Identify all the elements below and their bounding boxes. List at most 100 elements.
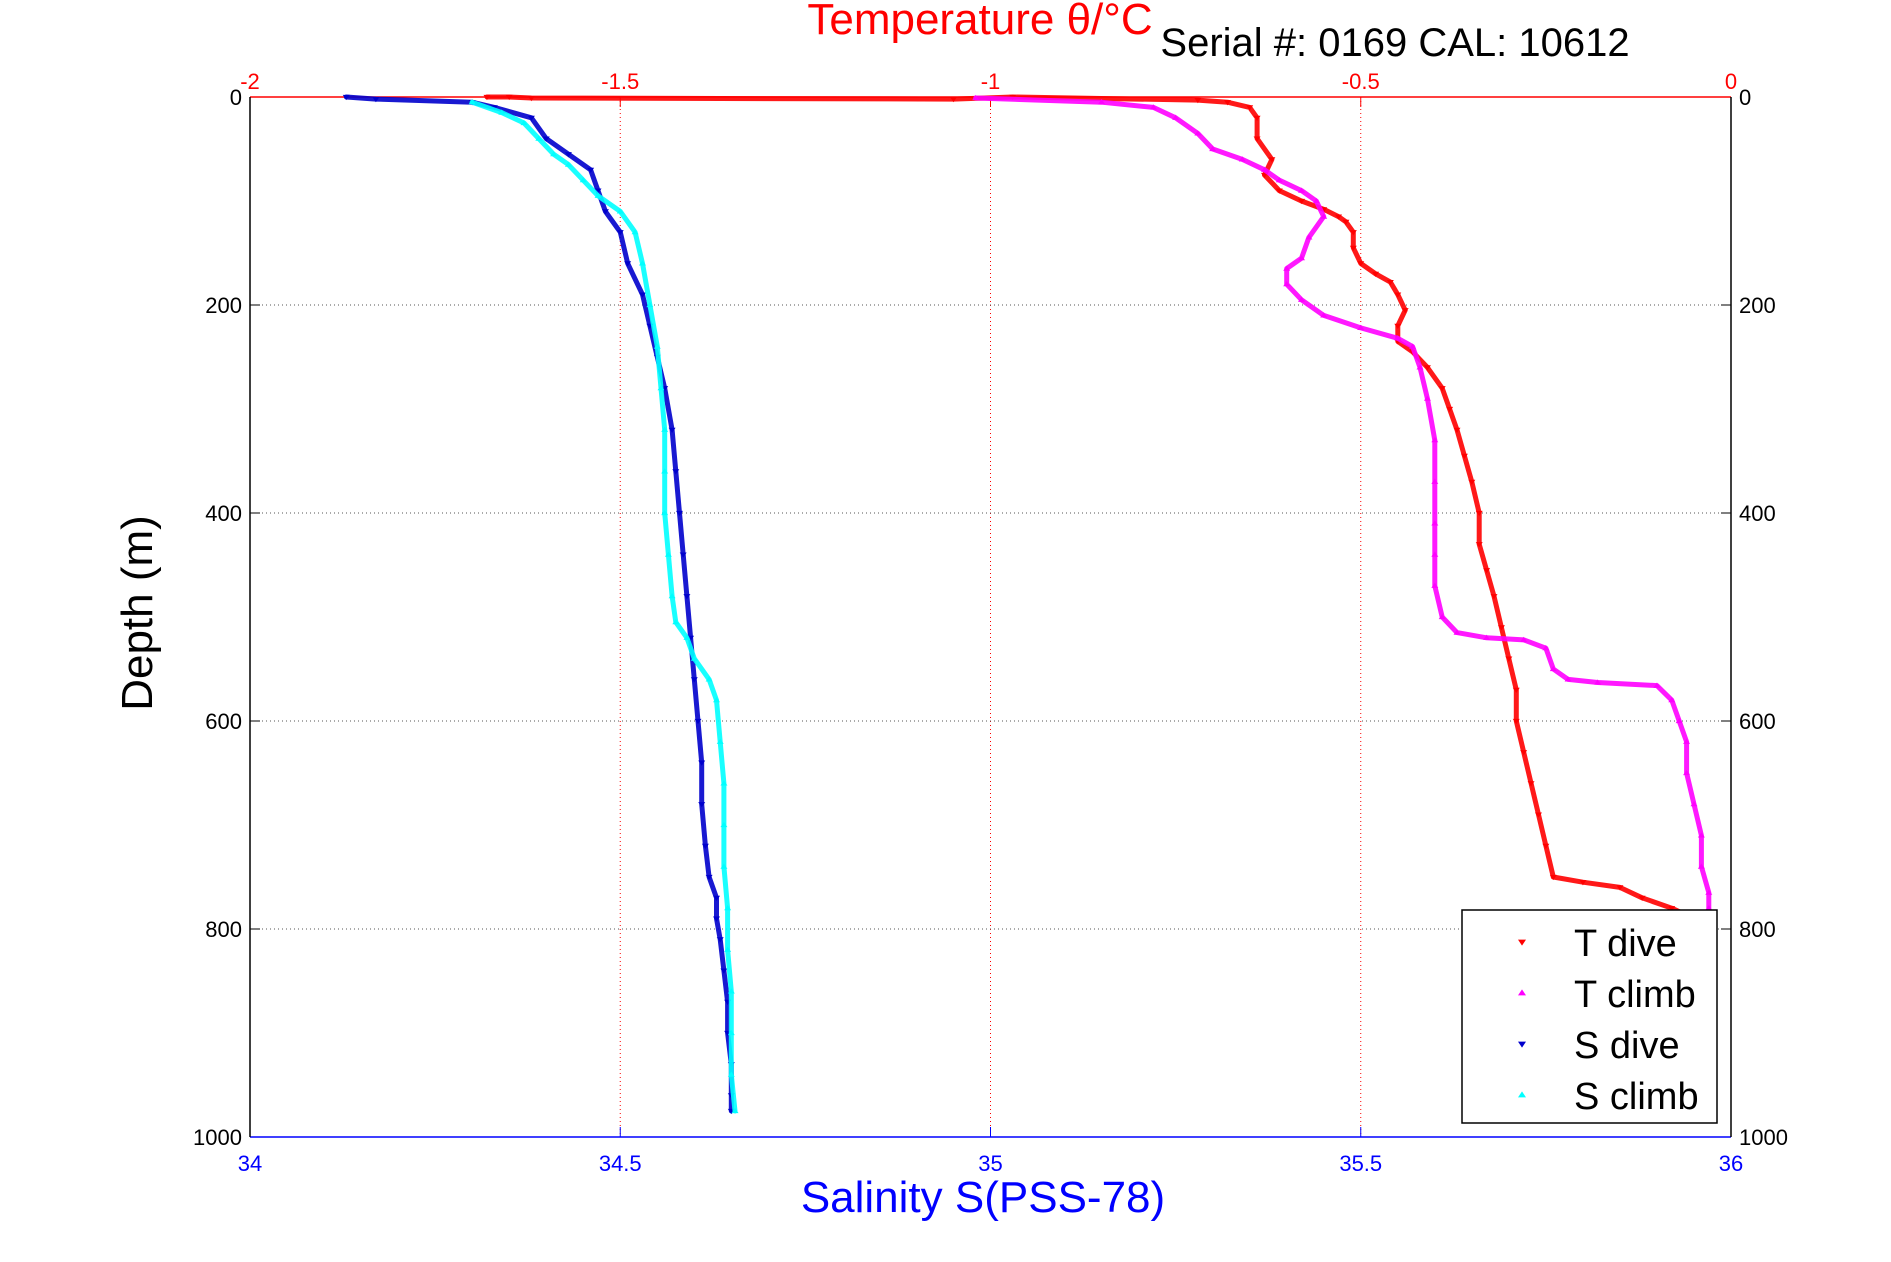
data-point xyxy=(638,260,646,266)
legend-box xyxy=(1461,909,1718,1124)
data-point xyxy=(731,1107,739,1114)
data-point xyxy=(672,619,680,625)
data-point xyxy=(1475,542,1483,548)
data-point xyxy=(1468,479,1476,485)
data-point xyxy=(1431,551,1439,557)
data-point xyxy=(1490,594,1498,600)
data-point xyxy=(672,469,680,475)
data-point xyxy=(1298,187,1306,193)
data-point xyxy=(698,802,706,808)
legend-label: T dive xyxy=(1574,923,1677,965)
data-point xyxy=(1194,130,1202,136)
x-axis-label: Salinity S(PSS-78) xyxy=(801,1173,1165,1222)
data-point xyxy=(1431,582,1439,588)
data-point xyxy=(1431,437,1439,443)
data-point xyxy=(1223,100,1231,106)
data-point xyxy=(657,385,665,391)
data-point xyxy=(564,161,572,167)
data-point xyxy=(1638,895,1646,901)
data-point xyxy=(1697,863,1705,869)
right-tick-label: 1000 xyxy=(1739,1125,1788,1150)
right-tick-label: 800 xyxy=(1739,917,1776,942)
series-t-dive xyxy=(483,94,1698,922)
data-point xyxy=(679,552,687,558)
data-point xyxy=(1401,308,1409,314)
data-point xyxy=(1283,265,1291,271)
top-tick-label: -2 xyxy=(240,69,260,94)
data-point xyxy=(720,968,728,974)
data-point xyxy=(1298,296,1306,302)
right-tick-label: 400 xyxy=(1739,501,1776,526)
data-point xyxy=(1579,880,1587,886)
data-point xyxy=(1312,197,1320,204)
legend-marker xyxy=(1518,1041,1526,1048)
data-point xyxy=(550,151,558,157)
data-point xyxy=(1534,812,1542,818)
data-point xyxy=(1423,365,1431,371)
data-point xyxy=(1483,568,1491,574)
data-point xyxy=(701,843,709,849)
data-point xyxy=(705,874,713,881)
series-trace xyxy=(469,99,738,1114)
data-point xyxy=(1542,645,1550,651)
data-point xyxy=(1349,230,1357,236)
data-point xyxy=(520,119,528,126)
data-point xyxy=(1298,255,1306,261)
left-tick-label: 600 xyxy=(205,709,242,734)
data-point xyxy=(720,863,728,869)
series-trace xyxy=(973,95,1712,911)
data-point xyxy=(1149,104,1157,110)
data-point xyxy=(720,780,728,786)
series-s-climb xyxy=(468,99,739,1114)
legend-label: T climb xyxy=(1574,974,1696,1016)
data-point xyxy=(527,115,535,121)
data-point xyxy=(1438,386,1446,392)
data-point xyxy=(535,135,543,141)
legend: T dive T climb S dive S climb xyxy=(1461,909,1718,1124)
data-point xyxy=(1564,676,1572,682)
data-point xyxy=(972,94,980,101)
data-point xyxy=(661,426,669,432)
grid-layer xyxy=(250,97,1731,1137)
data-point xyxy=(1453,427,1461,433)
right-tick-label: 200 xyxy=(1739,293,1776,318)
data-point xyxy=(668,427,676,433)
data-point xyxy=(1357,261,1365,267)
data-point xyxy=(1438,613,1446,620)
data-point xyxy=(1675,717,1683,724)
data-point xyxy=(720,821,728,828)
data-point xyxy=(542,136,550,142)
bottom-tick-label: 35 xyxy=(978,1151,1002,1176)
data-point xyxy=(724,905,732,911)
data-point xyxy=(1616,885,1624,891)
legend-items: T dive T climb S dive S climb xyxy=(1518,923,1699,1118)
data-point xyxy=(661,468,669,474)
bottom-tick-label: 34.5 xyxy=(599,1151,642,1176)
data-point xyxy=(668,593,676,599)
data-point xyxy=(1194,98,1202,104)
data-point xyxy=(1342,219,1350,225)
data-point xyxy=(1394,292,1402,298)
data-point xyxy=(1594,679,1602,685)
data-point xyxy=(694,718,702,725)
data-point xyxy=(690,655,698,661)
data-point xyxy=(1497,625,1505,631)
data-point xyxy=(664,551,672,557)
data-point xyxy=(1253,136,1261,142)
data-point xyxy=(579,177,587,183)
data-point xyxy=(1209,145,1217,152)
data-point xyxy=(1409,343,1417,349)
data-point xyxy=(1172,114,1180,120)
data-point xyxy=(1460,453,1468,459)
data-point xyxy=(1549,665,1557,672)
data-point xyxy=(631,229,639,235)
data-point xyxy=(1683,738,1691,744)
data-point xyxy=(1512,687,1520,693)
data-point xyxy=(468,99,476,105)
data-point xyxy=(1386,280,1394,286)
data-point xyxy=(1394,335,1402,341)
data-point xyxy=(1483,634,1491,640)
data-point xyxy=(1372,271,1380,277)
